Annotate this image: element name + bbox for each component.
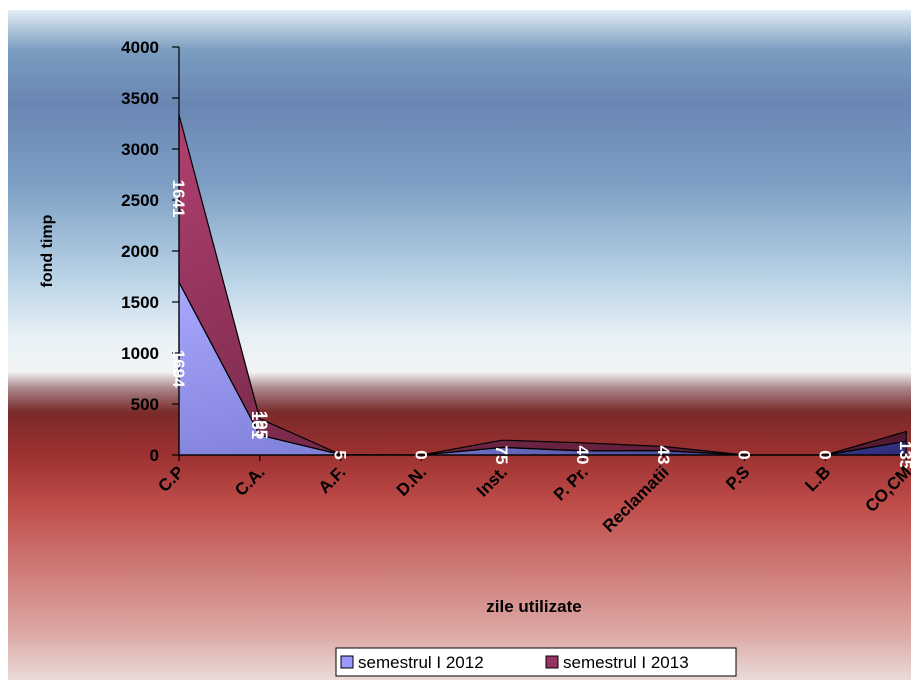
- legend-label-2: semestrul I 2013: [563, 653, 689, 672]
- y-tick-label: 2500: [121, 191, 159, 210]
- chart-background: [8, 10, 911, 680]
- y-tick-label: 2000: [121, 242, 159, 261]
- y-tick-label: 0: [150, 446, 159, 465]
- data-label-1: 0: [815, 450, 834, 459]
- data-label-1: 0: [735, 450, 754, 459]
- data-label-1: 0: [411, 450, 430, 459]
- data-label-2: 161: [248, 411, 267, 439]
- data-label-1: 5: [331, 450, 350, 459]
- y-tick-label: 500: [131, 395, 159, 414]
- data-label-1: 40: [573, 446, 592, 465]
- x-axis-title: zile utilizate: [486, 597, 581, 616]
- y-axis-title: fond timp: [39, 214, 56, 287]
- legend-box: [335, 647, 737, 677]
- y-tick-label: 1000: [121, 344, 159, 363]
- data-label-1: 43: [654, 446, 673, 465]
- data-label-1: 75: [492, 446, 511, 465]
- data-label-2: 1641: [169, 180, 188, 218]
- y-tick-label: 4000: [121, 38, 159, 57]
- data-label-1: 195: [252, 411, 271, 439]
- legend-label-1: semestrul I 2012: [358, 653, 484, 672]
- legend-swatch-2: [545, 655, 559, 669]
- y-tick-label: 1500: [121, 293, 159, 312]
- y-tick-label: 3500: [121, 89, 159, 108]
- data-label-1: 135: [896, 441, 915, 469]
- y-tick-label: 3000: [121, 140, 159, 159]
- data-label-1: 1694: [169, 350, 188, 388]
- legend-swatch-1: [340, 655, 354, 669]
